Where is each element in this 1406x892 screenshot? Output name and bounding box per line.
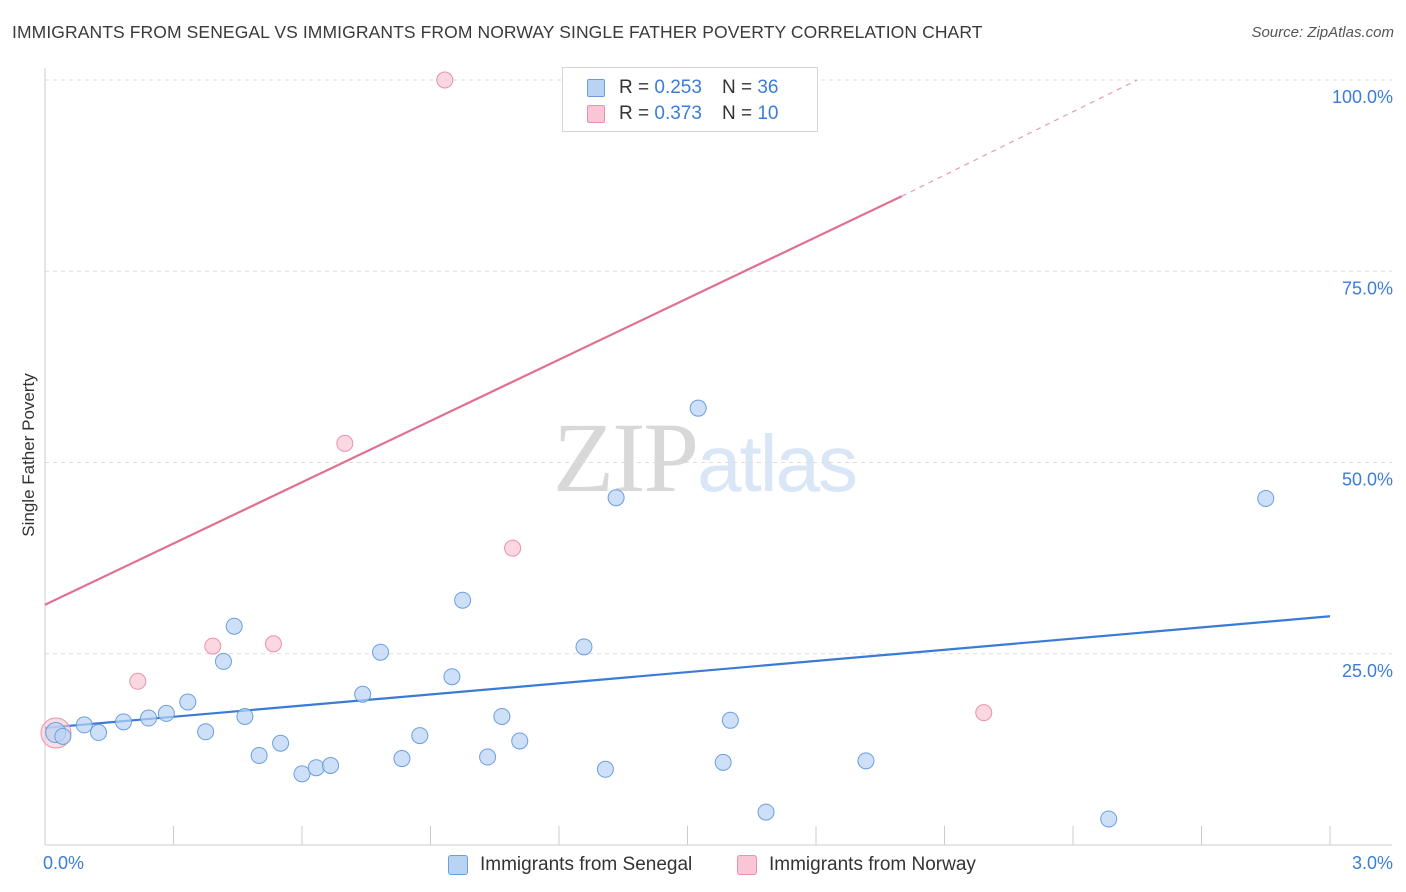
norway-point — [336, 434, 354, 452]
source-label: Source: ZipAtlas.com — [1251, 24, 1394, 41]
norway-point — [975, 704, 993, 722]
senegal-point — [1257, 489, 1275, 507]
norway-point — [504, 539, 522, 557]
senegal-point — [197, 723, 215, 741]
senegal-point — [479, 748, 497, 766]
norway-point — [129, 672, 147, 690]
legend-swatch-norway — [587, 105, 605, 123]
chart-title: IMMIGRANTS FROM SENEGAL VS IMMIGRANTS FR… — [12, 22, 983, 42]
x-tick-label-min: 0.0% — [43, 853, 84, 873]
senegal-point — [511, 732, 529, 750]
senegal-point — [354, 685, 372, 703]
legend-n-label: N = — [721, 103, 753, 124]
legend-r-label: R = — [619, 77, 650, 98]
senegal-point — [714, 753, 732, 771]
senegal-point — [250, 746, 268, 764]
senegal-point — [372, 643, 390, 661]
senegal-point — [607, 489, 625, 507]
senegal-point — [293, 765, 311, 783]
legend-row-senegal: R = 0.253 N = 36 — [587, 76, 778, 100]
senegal-point — [393, 750, 411, 768]
axes — [44, 68, 1392, 846]
trend-lines — [44, 79, 1331, 730]
senegal-point — [454, 591, 472, 609]
y-axis-title: Single Father Poverty — [19, 373, 38, 537]
y-tick-label: 100.0% — [1332, 87, 1393, 107]
senegal-point — [493, 707, 511, 725]
trend-line-norway-extension — [901, 79, 1138, 197]
senegal-point — [443, 668, 461, 686]
senegal-point — [157, 704, 175, 722]
senegal-point — [1100, 810, 1118, 828]
senegal-point — [411, 727, 429, 745]
grid-lines — [45, 79, 1392, 655]
norway-point — [436, 71, 454, 89]
legend-n-value: 36 — [757, 77, 779, 98]
senegal-point — [225, 617, 243, 635]
bottom-legend-swatch-norway — [737, 855, 757, 875]
senegal-point — [236, 707, 254, 725]
correlation-legend: R = 0.253 N = 36 R = 0.373 N = 10 — [562, 67, 818, 132]
watermark-zip: ZIP — [553, 402, 699, 513]
legend-swatch-senegal — [587, 79, 605, 97]
bottom-legend-swatch-senegal — [448, 855, 468, 875]
senegal-point — [54, 727, 72, 745]
legend-n-label: N = — [721, 77, 753, 98]
senegal-point — [214, 652, 232, 670]
senegal-point — [721, 711, 739, 729]
senegal-point — [179, 693, 197, 711]
x-tick-label-max: 3.0% — [1352, 853, 1393, 873]
bottom-legend-label-senegal: Immigrants from Senegal — [480, 854, 693, 875]
watermark: ZIPatlas — [553, 400, 858, 515]
senegal-point — [140, 709, 158, 727]
bottom-legend-label-norway: Immigrants from Norway — [769, 854, 976, 875]
trend-line-senegal — [44, 615, 1331, 730]
norway-point — [204, 637, 222, 655]
legend-r-label: R = — [619, 103, 650, 124]
bottom-legend-senegal: Immigrants from Senegal — [448, 852, 692, 878]
legend-r-value: 0.373 — [654, 103, 702, 124]
y-tick-label: 25.0% — [1342, 661, 1393, 681]
senegal-point — [90, 724, 108, 742]
senegal-point — [857, 752, 875, 770]
y-tick-label: 75.0% — [1342, 278, 1393, 298]
senegal-point — [272, 734, 290, 752]
senegal-point — [689, 399, 707, 417]
watermark-atlas: atlas — [697, 419, 858, 508]
legend-r-value: 0.253 — [654, 77, 702, 98]
senegal-point — [307, 759, 325, 777]
senegal-point — [575, 638, 593, 656]
trend-line-norway — [44, 195, 903, 606]
senegal-point — [596, 760, 614, 778]
data-points — [40, 71, 1275, 828]
tick-labels: 25.0% 50.0% 75.0% 100.0% 0.0% 3.0% Single Fath… — [19, 87, 1393, 873]
senegal-point — [757, 803, 775, 821]
legend-row-norway: R = 0.373 N = 10 — [587, 102, 778, 126]
senegal-point — [115, 713, 133, 731]
y-tick-label: 50.0% — [1342, 470, 1393, 490]
bottom-legend-norway: Immigrants from Norway — [737, 852, 976, 878]
senegal-point — [322, 756, 340, 774]
senegal-point — [75, 716, 93, 734]
legend-n-value: 10 — [757, 103, 779, 124]
norway-point — [264, 635, 282, 653]
